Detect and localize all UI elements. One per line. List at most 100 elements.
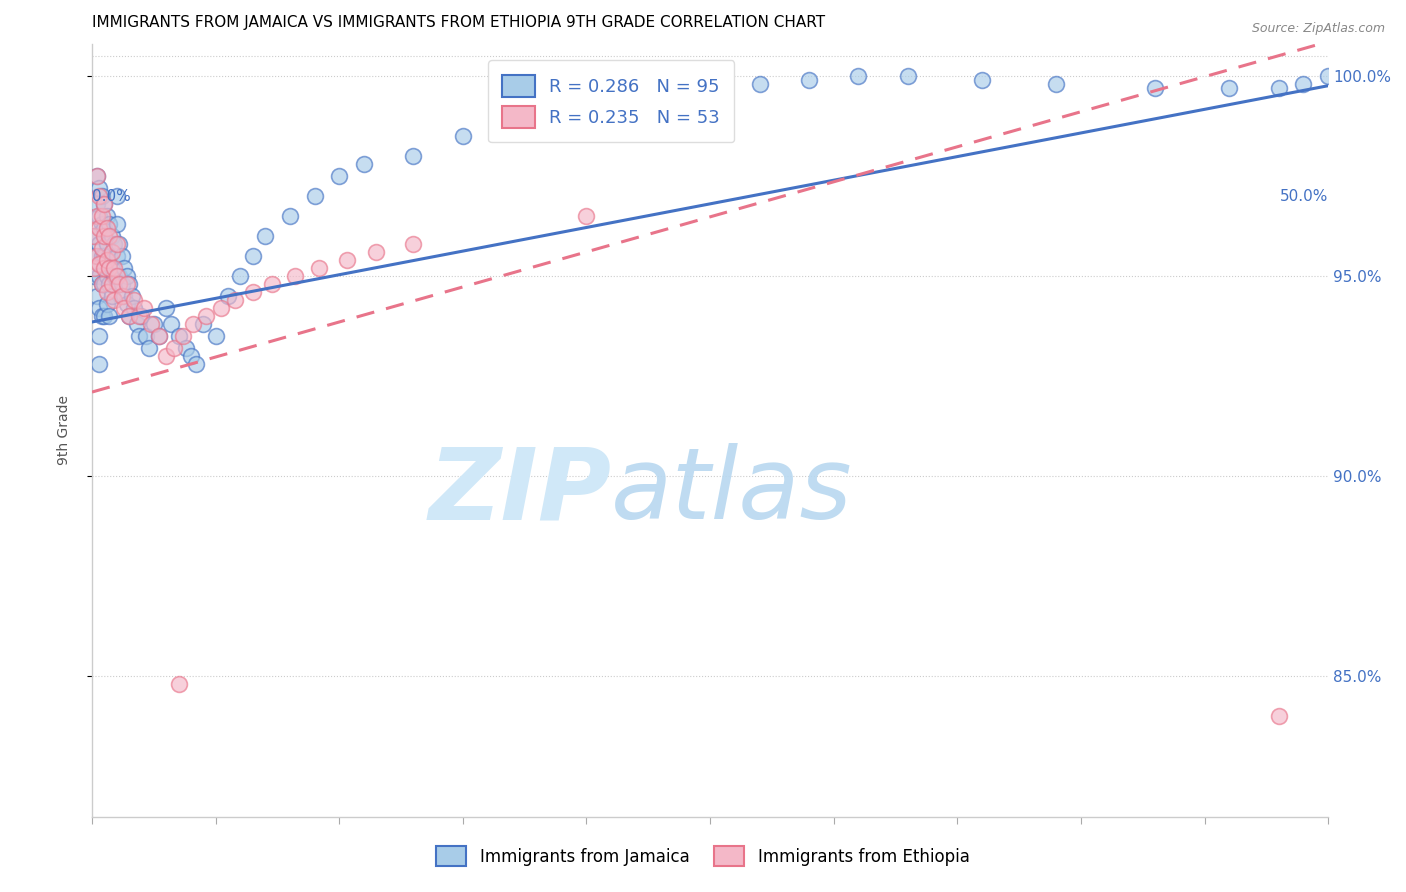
Point [122, 301, 145, 315]
Point [174, 341, 197, 355]
Point [148, 329, 170, 343]
Point [96, 220, 118, 235]
Point [90, 209, 112, 223]
Point [180, 349, 202, 363]
Point [93, 228, 115, 243]
Point [90, 277, 112, 291]
Point [112, 260, 135, 275]
Point [90, 217, 112, 231]
Point [93, 249, 115, 263]
Point [90, 241, 112, 255]
Point [897, 69, 920, 83]
Point [86, 289, 108, 303]
Point [89, 357, 111, 371]
Point [575, 209, 598, 223]
Point [105, 217, 128, 231]
Point [83, 228, 105, 243]
Point [1144, 80, 1167, 95]
Point [209, 301, 232, 315]
Point [89, 181, 111, 195]
Text: atlas: atlas [612, 443, 853, 541]
Point [90, 309, 112, 323]
Point [1317, 69, 1340, 83]
Point [108, 277, 131, 291]
Point [353, 157, 375, 171]
Point [699, 85, 721, 99]
Point [1267, 80, 1289, 95]
Point [103, 260, 125, 275]
Point [90, 249, 112, 263]
Point [118, 309, 141, 323]
Point [328, 169, 350, 183]
Point [93, 220, 115, 235]
Point [970, 72, 993, 87]
Point [748, 77, 770, 91]
Point [1045, 77, 1067, 91]
Point [173, 329, 195, 343]
Point [101, 244, 124, 259]
Point [101, 228, 124, 243]
Point [96, 252, 118, 267]
Point [167, 677, 190, 691]
Point [336, 252, 359, 267]
Point [103, 236, 125, 251]
Text: Source: ZipAtlas.com: Source: ZipAtlas.com [1251, 22, 1385, 36]
Point [142, 317, 165, 331]
Point [278, 209, 301, 223]
Point [89, 236, 111, 251]
Point [83, 249, 105, 263]
Point [128, 309, 150, 323]
Text: 50.0%: 50.0% [1279, 189, 1329, 204]
Point [98, 217, 121, 231]
Point [93, 197, 115, 211]
Point [115, 268, 138, 283]
Point [242, 285, 264, 299]
Point [501, 117, 523, 131]
Point [160, 317, 183, 331]
Point [242, 249, 264, 263]
Point [115, 297, 138, 311]
Point [93, 197, 115, 211]
Point [89, 329, 111, 343]
Point [451, 128, 474, 143]
Point [89, 189, 111, 203]
Point [93, 277, 115, 291]
Point [98, 260, 121, 275]
Point [83, 268, 105, 283]
Point [86, 169, 108, 183]
Point [93, 309, 115, 323]
Text: IMMIGRANTS FROM JAMAICA VS IMMIGRANTS FROM ETHIOPIA 9TH GRADE CORRELATION CHART: IMMIGRANTS FROM JAMAICA VS IMMIGRANTS FR… [91, 15, 825, 30]
Point [229, 268, 252, 283]
Point [193, 317, 215, 331]
Point [650, 93, 672, 107]
Point [526, 112, 548, 127]
Point [86, 197, 108, 211]
Point [86, 228, 108, 243]
Point [96, 285, 118, 299]
Point [101, 277, 124, 291]
Point [308, 260, 330, 275]
Point [254, 228, 277, 243]
Point [89, 209, 111, 223]
Point [89, 301, 111, 315]
Point [89, 220, 111, 235]
Point [848, 69, 870, 83]
Point [89, 257, 111, 271]
Point [551, 109, 574, 123]
Point [98, 277, 121, 291]
Point [402, 149, 425, 163]
Point [115, 277, 138, 291]
Point [86, 209, 108, 223]
Point [118, 277, 141, 291]
Point [111, 249, 134, 263]
Point [184, 357, 207, 371]
Point [162, 341, 184, 355]
Point [101, 260, 124, 275]
Point [402, 236, 425, 251]
Point [183, 317, 205, 331]
Point [366, 244, 388, 259]
Point [105, 249, 128, 263]
Point [138, 341, 160, 355]
Point [103, 268, 125, 283]
Point [204, 329, 226, 343]
